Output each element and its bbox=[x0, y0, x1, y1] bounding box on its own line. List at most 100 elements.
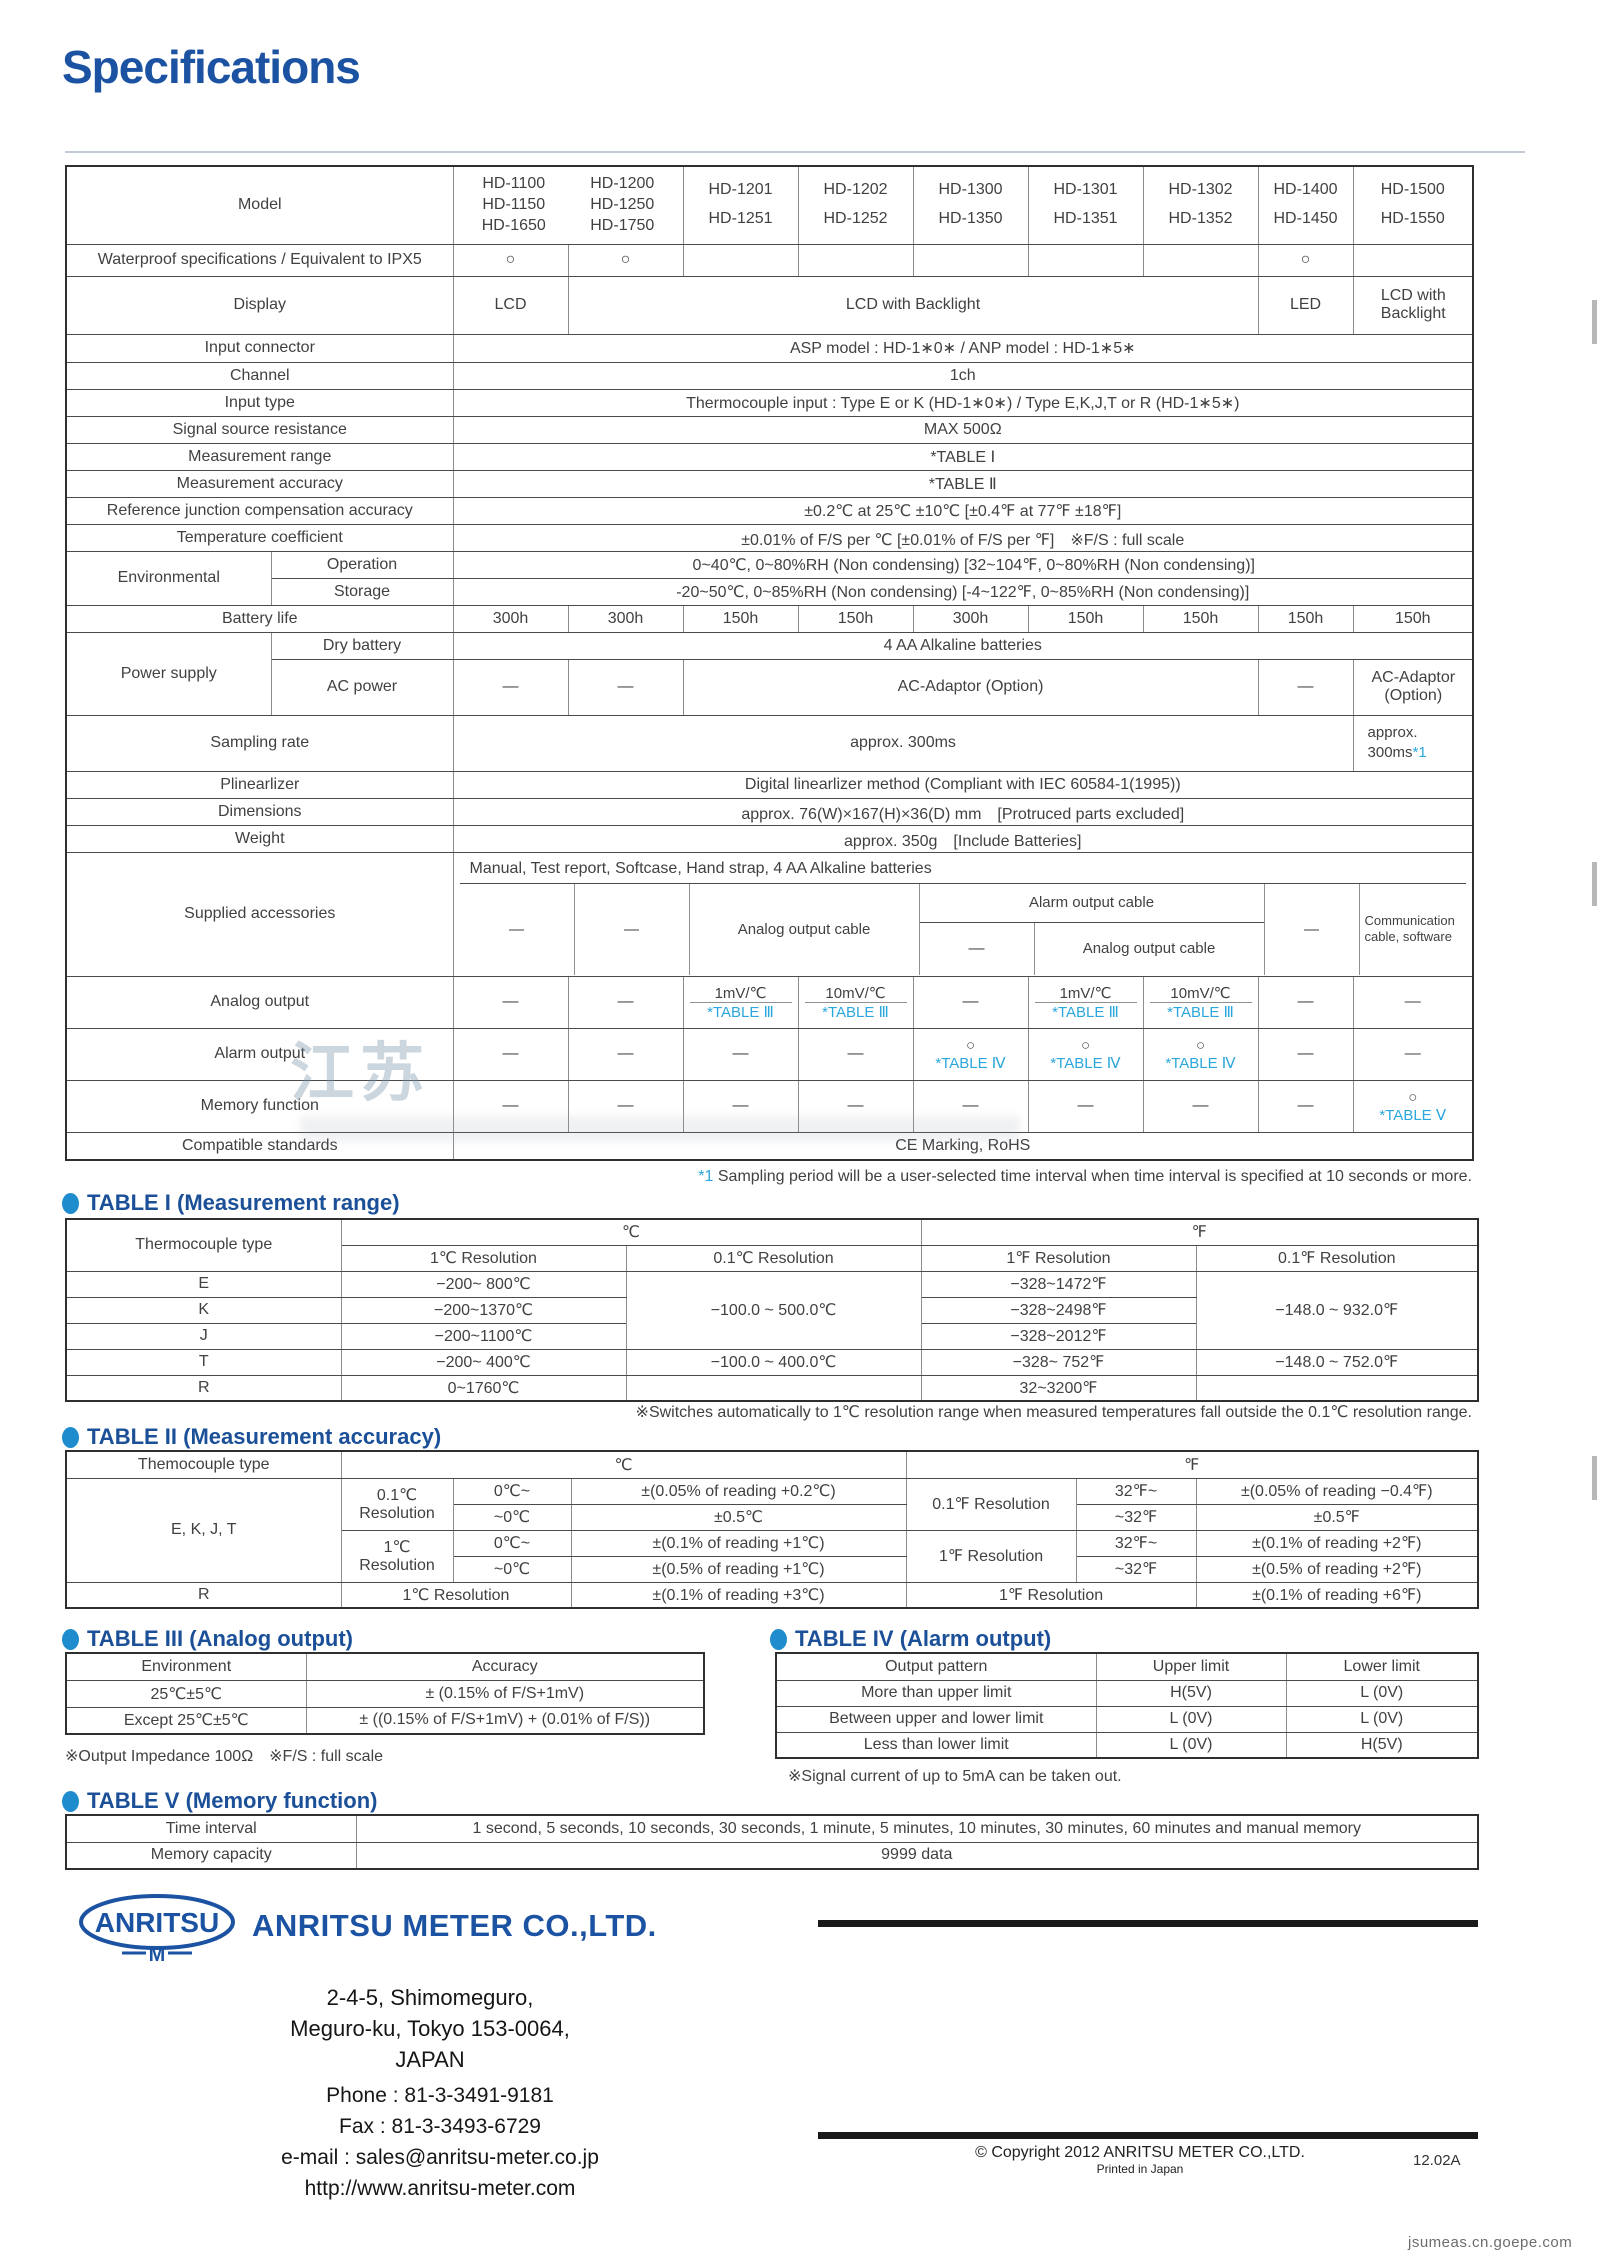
range-cell: −100.0 ~ 400.0℃ bbox=[625, 1348, 922, 1376]
cell-input-connector: ASP model : HD-1∗0∗ / ANP model : HD-1∗5… bbox=[452, 333, 1474, 363]
range-cell: −200~1370℃ bbox=[340, 1296, 627, 1324]
cell-waterproof-c8: ○ bbox=[1257, 243, 1354, 277]
cell-battery-c3: 150h bbox=[682, 604, 799, 633]
row-label-signal-resistance: Signal source resistance bbox=[65, 415, 454, 444]
row-measurement-range: Measurement range *TABLE Ⅰ bbox=[65, 442, 1474, 471]
row-label-input-connector: Input connector bbox=[65, 333, 454, 363]
row-input-connector: Input connector ASP model : HD-1∗0∗ / AN… bbox=[65, 333, 1474, 363]
table4-header: TABLE IV (Alarm output) bbox=[770, 1626, 1051, 1652]
footnote-text: Sampling period will be a user-selected … bbox=[713, 1168, 1472, 1185]
row-environment-storage: Storage -20~50℃, 0~85%RH (Non condensing… bbox=[66, 577, 1474, 606]
row-battery-life: Battery life 300h 300h 150h 150h 300h 15… bbox=[65, 604, 1474, 633]
row-input-type: Input type Thermocouple input : Type E o… bbox=[65, 388, 1474, 417]
table4: Output pattern Upper limit Lower limit M… bbox=[775, 1652, 1479, 1759]
pattern-cell: More than upper limit bbox=[775, 1679, 1097, 1707]
cell-waterproof-c5 bbox=[912, 243, 1029, 277]
row-dimensions: Dimensions approx. 76(W)×167(H)×36(D) mm… bbox=[65, 797, 1474, 826]
address-line: Meguro-ku, Tokyo 153-0064, bbox=[290, 2016, 570, 2041]
cell-alarm-c9: — bbox=[1352, 1027, 1474, 1081]
cell-display-c9: LCD with Backlight bbox=[1352, 275, 1474, 335]
env-cell: Except 25℃±5℃ bbox=[65, 1706, 307, 1735]
res-cell: 0.1℉ Resolution bbox=[905, 1477, 1077, 1531]
watermark-text: 江苏 bbox=[290, 1037, 430, 1109]
table4-h-upper: Upper limit bbox=[1095, 1652, 1287, 1681]
scan-mark bbox=[1592, 300, 1597, 344]
range-cell: −328~1472℉ bbox=[920, 1270, 1197, 1298]
table1-row-R: R 0~1760℃ 32~3200℉ bbox=[65, 1374, 1479, 1402]
accuracy-cell: ±(0.5% of reading +1℃) bbox=[570, 1555, 907, 1583]
row-label-supplied-accessories: Supplied accessories bbox=[65, 851, 454, 977]
accuracy-cell: ±(0.1% of reading +1℃) bbox=[570, 1529, 907, 1557]
table2-degc: ℃ bbox=[340, 1450, 907, 1479]
row-label-weight: Weight bbox=[65, 824, 454, 853]
table1-header: TABLE I (Measurement range) bbox=[62, 1190, 400, 1216]
row-label-channel: Channel bbox=[65, 361, 454, 390]
model-code: HD-1500 bbox=[1380, 181, 1445, 199]
table1-res-c1: 1℃ Resolution bbox=[340, 1244, 627, 1272]
model-code: HD-1150 bbox=[482, 195, 546, 213]
table3-ref: *TABLE Ⅲ bbox=[822, 1003, 889, 1021]
row-model: Model HD-1100 HD-1150 HD-1650 HD-1200 HD… bbox=[65, 165, 1474, 245]
cell-battery-c5: 300h bbox=[912, 604, 1029, 633]
company-name: ANRITSU METER CO.,LTD. bbox=[252, 1908, 657, 1943]
cell-ac-c9: AC-Adaptor (Option) bbox=[1352, 658, 1474, 716]
cell-model-c3: HD-1201 HD-1251 bbox=[682, 165, 799, 245]
cell-display-c1: LCD bbox=[452, 275, 569, 335]
table3: Environment Accuracy 25℃±5℃ ± (0.15% of … bbox=[65, 1652, 705, 1735]
model-codes-col1: HD-1100 HD-1150 HD-1650 bbox=[482, 174, 546, 236]
cell-battery-c1: 300h bbox=[452, 604, 569, 633]
table1-row-T: T −200~ 400℃ −100.0 ~ 400.0℃ −328~ 752℉ … bbox=[65, 1348, 1479, 1376]
limit-cell: L (0V) bbox=[1095, 1731, 1287, 1759]
cell-dimensions: approx. 76(W)×167(H)×36(D) mm [Protruced… bbox=[452, 797, 1474, 826]
cell-battery-c9: 150h bbox=[1352, 604, 1474, 633]
cell-memory-c7: — bbox=[1142, 1079, 1259, 1133]
cell-waterproof-c6 bbox=[1027, 243, 1144, 277]
row-label-dimensions: Dimensions bbox=[65, 797, 454, 826]
cell-alarm-c5: ○ *TABLE Ⅳ bbox=[912, 1027, 1029, 1081]
table2-row2: ~0℃ ±0.5℃ ~32℉ ±0.5℉ bbox=[66, 1503, 1479, 1531]
cell-analog-c8: — bbox=[1257, 975, 1354, 1029]
table1-res-c01: 0.1℃ Resolution bbox=[625, 1244, 922, 1272]
table2-header: TABLE II (Measurement accuracy) bbox=[62, 1424, 441, 1450]
alarm-circle: ○ bbox=[965, 1036, 976, 1054]
table2-degf: ℉ bbox=[905, 1450, 1479, 1479]
table3-header-row: Environment Accuracy bbox=[65, 1652, 705, 1681]
range-cond: 32℉~ bbox=[1075, 1477, 1197, 1505]
cell-input-type: Thermocouple input : Type E or K (HD-1∗0… bbox=[452, 388, 1474, 417]
model-codes-col2: HD-1200 HD-1250 HD-1750 bbox=[590, 174, 654, 236]
table4-header-row: Output pattern Upper limit Lower limit bbox=[775, 1652, 1479, 1681]
limit-cell: H(5V) bbox=[1285, 1731, 1479, 1759]
analog-10mv: 10mV/℃ bbox=[1149, 984, 1252, 1003]
scan-mark bbox=[1592, 862, 1597, 906]
cell-analog-c4: 10mV/℃ *TABLE Ⅲ bbox=[797, 975, 914, 1029]
accuracy-cell: ±0.5℉ bbox=[1195, 1503, 1479, 1531]
accuracy-cell: ±(0.1% of reading +3℃) bbox=[570, 1581, 907, 1609]
cell-linearlizer: Digital linearlizer method (Compliant wi… bbox=[452, 770, 1474, 799]
row-ref-junction: Reference junction compensation accuracy… bbox=[65, 496, 1474, 525]
row-label-dry-battery: Dry battery bbox=[270, 631, 454, 660]
range-cell: −200~ 800℃ bbox=[340, 1270, 627, 1298]
cell-accessories-c5: — bbox=[920, 922, 1035, 975]
row-weight: Weight approx. 350g [Include Batteries] bbox=[65, 824, 1474, 853]
cell-dry-battery: 4 AA Alkaline batteries bbox=[452, 631, 1474, 660]
cell-time-interval: 1 second, 5 seconds, 10 seconds, 30 seco… bbox=[355, 1814, 1479, 1843]
model-code: HD-1350 bbox=[938, 210, 1003, 228]
table1-degc: ℃ bbox=[340, 1218, 922, 1246]
section-bullet-icon bbox=[62, 1628, 79, 1650]
watermark-smudge bbox=[300, 1116, 1020, 1142]
cell-alarm-c3: — bbox=[682, 1027, 799, 1081]
sampling-value: 300ms bbox=[1367, 744, 1413, 761]
spec-table: Model HD-1100 HD-1150 HD-1650 HD-1200 HD… bbox=[65, 165, 1475, 1161]
section-bullet-icon bbox=[770, 1628, 787, 1650]
table1-row-E: E −200~ 800℃ −100.0 ~ 500.0℃ −328~1472℉ … bbox=[65, 1270, 1479, 1350]
cell-alarm-c7: ○ *TABLE Ⅳ bbox=[1142, 1027, 1259, 1081]
email-line: e-mail : sales@anritsu-meter.co.jp bbox=[281, 2146, 599, 2169]
cell-analog-c1: — bbox=[452, 975, 569, 1029]
section-bullet-icon bbox=[62, 1426, 79, 1448]
model-code: HD-1251 bbox=[708, 210, 773, 228]
table4-ref: *TABLE Ⅳ bbox=[1165, 1054, 1236, 1072]
model-code: HD-1300 bbox=[938, 181, 1003, 199]
table2-row-R: R 1℃ Resolution ±(0.1% of reading +3℃) 1… bbox=[65, 1581, 1479, 1609]
cell-weight: approx. 350g [Include Batteries] bbox=[452, 824, 1474, 853]
table4-h-pattern: Output pattern bbox=[775, 1652, 1097, 1681]
